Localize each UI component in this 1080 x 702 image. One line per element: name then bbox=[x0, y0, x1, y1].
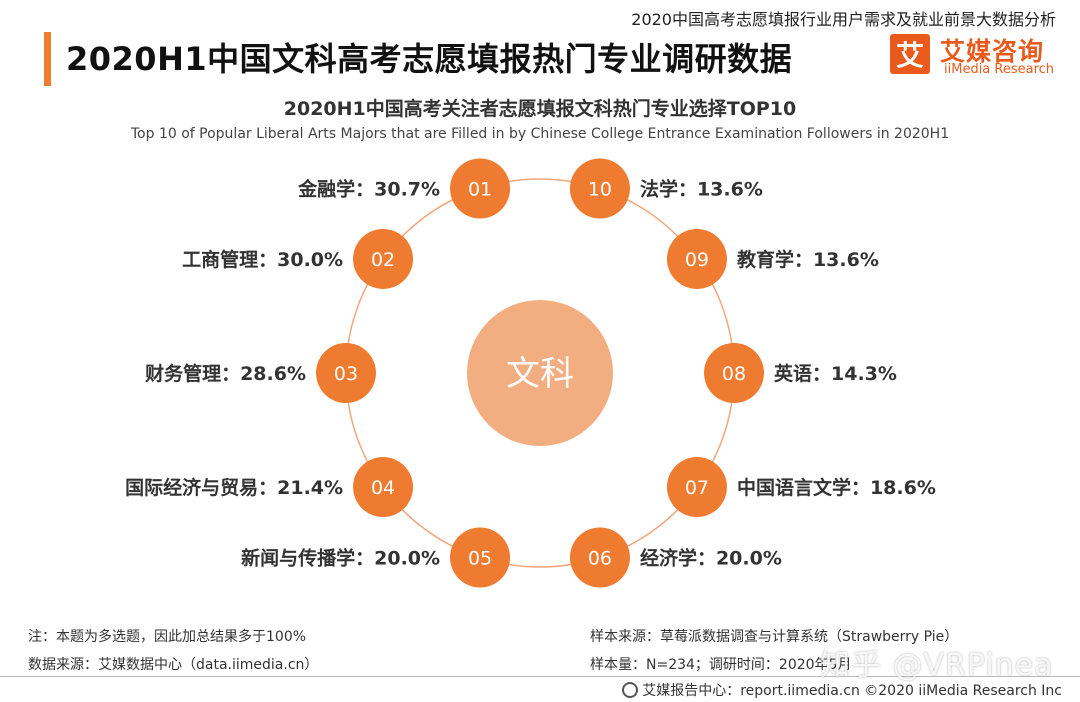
chart-subtitle: Top 10 of Popular Liberal Arts Majors th… bbox=[130, 126, 950, 142]
logo-text-cn: 艾媒咨询 bbox=[940, 37, 1045, 66]
rank-node-03 bbox=[316, 343, 376, 403]
data-source: 数据来源：艾媒数据中心（data.iimedia.cn） bbox=[28, 657, 319, 673]
footer-divider bbox=[0, 676, 1080, 677]
center-circle bbox=[467, 300, 613, 446]
data-label-06: 经济学：20.0% bbox=[640, 547, 782, 570]
rank-node-08 bbox=[704, 343, 764, 403]
radial-ranking-chart: 文科 01 金融学：30.7% 02 工商管理：30.0% 03 财务管理：28.6% 04 国… bbox=[125, 158, 936, 588]
globe-icon bbox=[622, 682, 639, 698]
watermark: 知乎 @VRPinea bbox=[820, 648, 1054, 683]
data-label-10: 法学：13.6% bbox=[640, 177, 763, 200]
center-label: 文科 bbox=[506, 354, 574, 394]
title-accent-bar bbox=[44, 32, 51, 86]
rank-number-06: 06 bbox=[588, 548, 612, 570]
iimedia-logo-icon: 艾 bbox=[890, 34, 930, 74]
rank-number-02: 02 bbox=[371, 249, 395, 271]
data-label-04: 国际经济与贸易：21.4% bbox=[125, 476, 343, 499]
note-multi-select: 注：本题为多选题，因此加总结果多于100% bbox=[28, 629, 307, 645]
rank-number-03: 03 bbox=[334, 363, 358, 385]
rank-node-04 bbox=[353, 457, 414, 518]
rank-node-07 bbox=[666, 457, 727, 518]
rank-node-09 bbox=[666, 228, 727, 289]
rank-number-09: 09 bbox=[685, 249, 709, 271]
rank-number-05: 05 bbox=[468, 548, 492, 570]
logo-text-en: iiMedia Research bbox=[944, 62, 1055, 77]
rank-number-08: 08 bbox=[722, 363, 746, 385]
sample-source: 样本来源：草莓派数据调查与计算系统（Strawberry Pie） bbox=[590, 629, 959, 645]
data-label-01: 金融学：30.7% bbox=[297, 177, 440, 200]
page-title: 2020H1中国文科高考志愿填报热门专业调研数据 bbox=[66, 40, 793, 78]
rank-number-04: 04 bbox=[371, 477, 395, 499]
data-label-05: 新闻与传播学：20.0% bbox=[241, 547, 440, 570]
rank-node-01 bbox=[450, 158, 511, 219]
rank-node-05 bbox=[450, 527, 511, 588]
data-label-02: 工商管理：30.0% bbox=[182, 248, 343, 271]
rank-number-01: 01 bbox=[468, 178, 492, 200]
report-title: 2020中国高考志愿填报行业用户需求及就业前景大数据分析 bbox=[631, 10, 1056, 29]
data-label-03: 财务管理：28.6% bbox=[145, 362, 306, 385]
rank-node-06 bbox=[569, 527, 630, 588]
data-label-08: 英语：14.3% bbox=[774, 362, 897, 385]
data-label-07: 中国语言文学：18.6% bbox=[737, 476, 936, 499]
chart-title: 2020H1中国高考关注者志愿填报文科热门专业选择TOP10 bbox=[283, 98, 797, 120]
rank-node-10 bbox=[569, 158, 630, 219]
rank-number-07: 07 bbox=[685, 477, 709, 499]
sample-size: 样本量：N=234；调研时间：2020年5月 bbox=[590, 657, 852, 673]
footer: 艾媒报告中心：report.iimedia.cn ©2020 iiMedia R… bbox=[622, 680, 1062, 700]
footer-text: 艾媒报告中心：report.iimedia.cn ©2020 iiMedia R… bbox=[642, 683, 1062, 699]
data-label-09: 教育学：13.6% bbox=[737, 248, 879, 271]
rank-node-02 bbox=[353, 228, 414, 289]
rank-number-10: 10 bbox=[588, 178, 612, 200]
